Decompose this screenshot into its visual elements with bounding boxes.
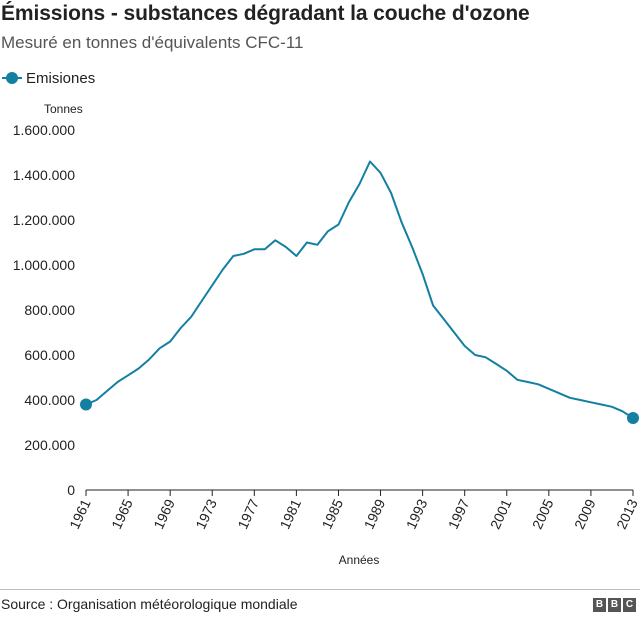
y-axis-label: Tonnes: [44, 102, 83, 116]
y-tick-label: 600.000: [24, 347, 75, 363]
x-tick-label: 1977: [234, 496, 262, 531]
x-tick-label: 1969: [150, 496, 178, 531]
bbc-logo-letter: C: [623, 598, 636, 612]
y-tick-label: 1.000.000: [13, 257, 75, 273]
source-note: Source : Organisation météorologique mon…: [1, 596, 298, 612]
y-tick-label: 1.200.000: [13, 212, 75, 228]
x-tick-label: 1961: [66, 496, 94, 531]
x-tick-label: 1993: [403, 496, 431, 531]
x-tick-label: 1997: [445, 496, 473, 531]
chart-subtitle: Mesuré en tonnes d'équivalents CFC-11: [1, 33, 304, 52]
y-tick-label: 800.000: [24, 302, 75, 318]
y-tick-label: 200.000: [24, 437, 75, 453]
x-tick-label: 2001: [487, 496, 515, 531]
bbc-logo: B B C: [593, 598, 636, 612]
y-axis: 0 200.000 400.000 600.000 800.000 1.000.000 1.…: [13, 122, 76, 498]
x-axis-label: Années: [339, 553, 380, 567]
data-point-start: [80, 398, 92, 411]
legend: Emisiones: [2, 67, 95, 89]
footer-divider: [0, 589, 640, 590]
x-tick-label: 1973: [192, 496, 220, 531]
x-tick-label: 2009: [571, 496, 599, 531]
x-tick-label: 1965: [108, 496, 136, 531]
bbc-logo-letter: B: [593, 598, 606, 612]
legend-label-emisiones: Emisiones: [26, 69, 96, 87]
chart-title: Émissions - substances dégradant la couc…: [1, 2, 530, 25]
bbc-logo-letter: B: [608, 598, 621, 612]
x-tick-label: 1981: [276, 496, 304, 531]
line-chart: Tonnes 0 200.000 400.000 600.000 800.000 1.00…: [13, 102, 640, 567]
x-axis: 1961 1965 1969 1973 1977 1981 1985 1989 1993 1997…: [66, 490, 640, 532]
x-tick-label: 2005: [529, 496, 557, 531]
y-tick-label: 400.000: [24, 392, 75, 408]
legend-marker-icon: [2, 71, 22, 85]
y-tick-label: 1.400.000: [13, 167, 75, 183]
x-tick-label: 2013: [613, 496, 640, 531]
x-tick-label: 1985: [319, 496, 347, 531]
series-line-emisiones: [85, 160, 634, 419]
y-tick-label: 0: [67, 482, 75, 498]
y-tick-label: 1.600.000: [13, 122, 75, 138]
data-point-end: [627, 412, 639, 424]
x-tick-label: 1989: [361, 496, 389, 531]
